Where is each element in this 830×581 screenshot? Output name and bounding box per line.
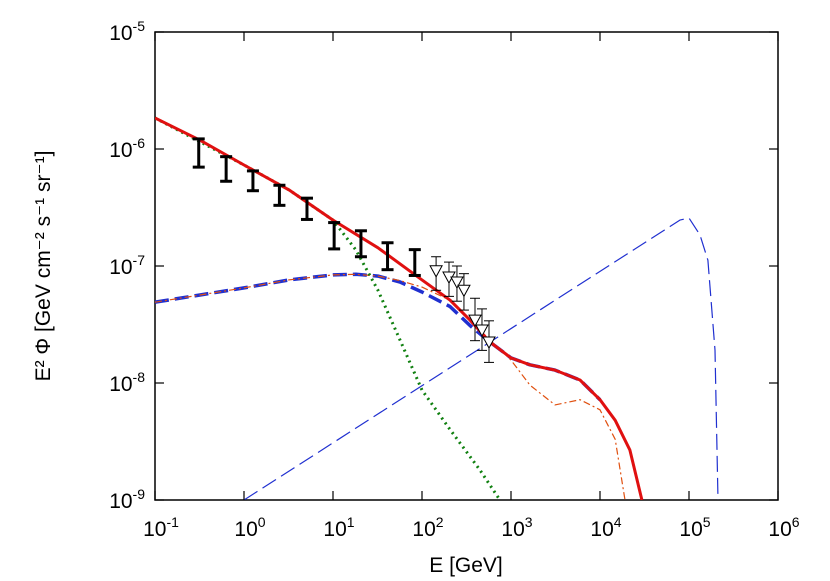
x-tick-label: 106: [768, 514, 799, 541]
x-tick-label-base: 10: [590, 518, 613, 541]
x-tick-label-power: 3: [525, 514, 533, 530]
point: [450, 276, 464, 290]
x-tick-label: 101: [323, 514, 354, 541]
point: [482, 336, 496, 350]
x-tick-label: 103: [501, 514, 532, 541]
x-tick-label-power: 4: [614, 514, 622, 530]
y-tick-label-power: -6: [133, 135, 146, 151]
error-bar: [246, 169, 259, 193]
y-tick-label-power: -9: [133, 486, 146, 502]
y-tick-label-power: -7: [133, 252, 146, 268]
curve: [155, 116, 502, 500]
y-tick-label-base: 10: [109, 22, 132, 45]
y-axis-label: E² Φ [GeV cm⁻² s⁻¹ sr⁻¹]: [32, 151, 55, 382]
x-tick-label: 10-1: [143, 514, 179, 541]
x-tick-label: 104: [590, 514, 621, 541]
curve: [155, 273, 626, 500]
curve: [155, 272, 602, 401]
x-tick-label-base: 10: [679, 518, 702, 541]
x-tick-label: 100: [234, 514, 265, 541]
point: [475, 324, 489, 338]
point: [429, 265, 443, 278]
point: [468, 314, 482, 328]
plot-area: [155, 116, 719, 500]
error-bar: [354, 229, 367, 259]
error-bar: [220, 155, 233, 183]
x-tick-label: 102: [412, 514, 443, 541]
y-tick-label-power: -8: [133, 369, 146, 385]
y-tick-label: 10-7: [109, 252, 145, 279]
x-tick-label-power: 5: [703, 514, 711, 530]
y-tick-label-base: 10: [109, 490, 132, 513]
x-tick-label-power: 1: [347, 514, 355, 530]
y-tick-label-base: 10: [109, 256, 132, 279]
y-tick-label-base: 10: [109, 373, 132, 396]
x-tick-label-base: 10: [234, 518, 257, 541]
error-bar: [381, 241, 394, 272]
x-tick-label-base: 10: [412, 518, 435, 541]
x-tick-label-base: 10: [323, 518, 346, 541]
error-bar: [328, 221, 341, 251]
curve: [155, 116, 644, 500]
y-tick-label: 10-6: [109, 135, 145, 162]
y-tick-label: 10-8: [109, 369, 145, 396]
x-tick-label: 105: [679, 514, 710, 541]
error-bar: [273, 183, 286, 207]
y-tick-label: 10-5: [109, 18, 145, 45]
x-tick-label-base: 10: [768, 518, 791, 541]
point: [457, 284, 471, 298]
x-tick-label-base: 10: [143, 518, 166, 541]
error-bar: [192, 137, 205, 169]
x-tick-label-power: 2: [436, 514, 444, 530]
x-axis-label: E [GeV]: [429, 554, 503, 577]
plot-frame: [154, 31, 779, 501]
error-bar: [408, 248, 421, 277]
x-tick-label-power: 6: [792, 514, 800, 530]
curve: [243, 217, 719, 500]
error-bar: [300, 196, 313, 221]
y-tick-label-base: 10: [109, 139, 132, 162]
x-tick-label-base: 10: [501, 518, 524, 541]
y-tick-label-power: -5: [133, 18, 146, 34]
y-tick-label: 10-9: [109, 486, 145, 513]
x-tick-label-power: 0: [258, 514, 266, 530]
x-tick-label-power: -1: [166, 514, 179, 530]
